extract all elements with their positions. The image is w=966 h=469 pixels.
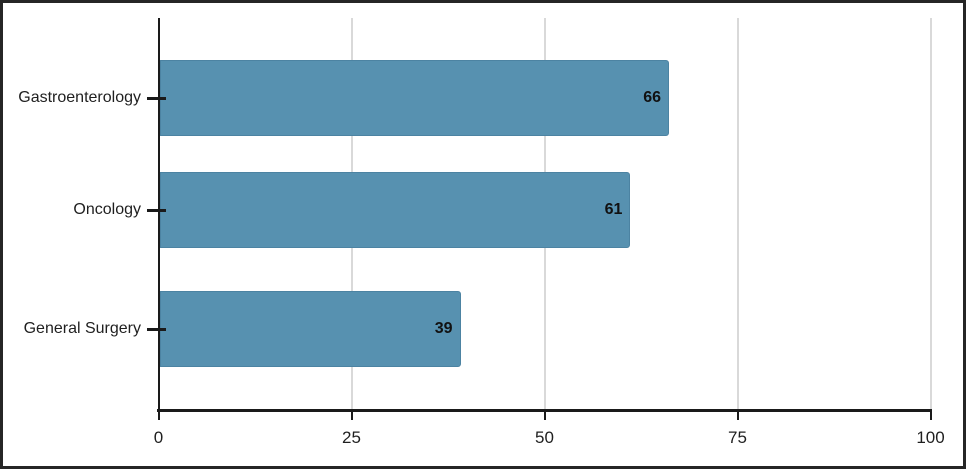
x-tick-label-0: 0 [153, 428, 164, 447]
bar-value-label: 39 [434, 320, 453, 337]
bar-oncology [159, 172, 631, 248]
gridline-100 [929, 18, 932, 410]
bar-value-label: 66 [643, 89, 662, 106]
x-tick-0 [157, 410, 160, 420]
category-label: Gastroenterology [18, 89, 141, 106]
x-tick-50 [543, 410, 546, 420]
category-tick-2 [147, 327, 166, 331]
y-axis [157, 18, 160, 412]
x-tick-label-25: 25 [342, 428, 361, 447]
x-tick-75 [736, 410, 739, 420]
bar-general-surgery [159, 291, 461, 367]
bar-value-label: 61 [604, 201, 623, 218]
gridline-75 [736, 18, 739, 410]
x-tick-label-50: 50 [535, 428, 554, 447]
category-tick-0 [147, 96, 166, 100]
category-label: Oncology [73, 201, 141, 218]
x-tick-25 [350, 410, 353, 420]
x-tick-label-75: 75 [728, 428, 747, 447]
x-tick-label-100: 100 [916, 428, 945, 447]
category-label: General Surgery [23, 320, 141, 337]
x-tick-100 [929, 410, 932, 420]
bar-gastroenterology [159, 60, 670, 136]
category-tick-1 [147, 208, 166, 212]
